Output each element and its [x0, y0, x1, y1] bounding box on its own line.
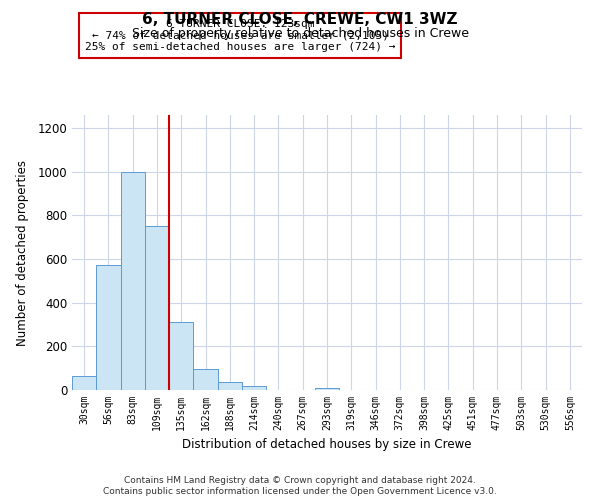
- Bar: [242, 386, 266, 390]
- Text: Contains public sector information licensed under the Open Government Licence v3: Contains public sector information licen…: [103, 488, 497, 496]
- Bar: [121, 172, 145, 390]
- Bar: [218, 382, 242, 390]
- Bar: [96, 264, 121, 390]
- Text: Contains HM Land Registry data © Crown copyright and database right 2024.: Contains HM Land Registry data © Crown c…: [124, 476, 476, 485]
- Text: 6 TURNER CLOSE: 123sqm
← 74% of detached houses are smaller (2,105)
25% of semi-: 6 TURNER CLOSE: 123sqm ← 74% of detached…: [85, 18, 395, 52]
- Bar: [145, 226, 169, 390]
- Bar: [193, 370, 218, 390]
- Bar: [315, 388, 339, 390]
- X-axis label: Distribution of detached houses by size in Crewe: Distribution of detached houses by size …: [182, 438, 472, 452]
- Text: 6, TURNER CLOSE, CREWE, CW1 3WZ: 6, TURNER CLOSE, CREWE, CW1 3WZ: [142, 12, 458, 28]
- Bar: [72, 376, 96, 390]
- Y-axis label: Number of detached properties: Number of detached properties: [16, 160, 29, 346]
- Text: Size of property relative to detached houses in Crewe: Size of property relative to detached ho…: [131, 28, 469, 40]
- Bar: [169, 322, 193, 390]
